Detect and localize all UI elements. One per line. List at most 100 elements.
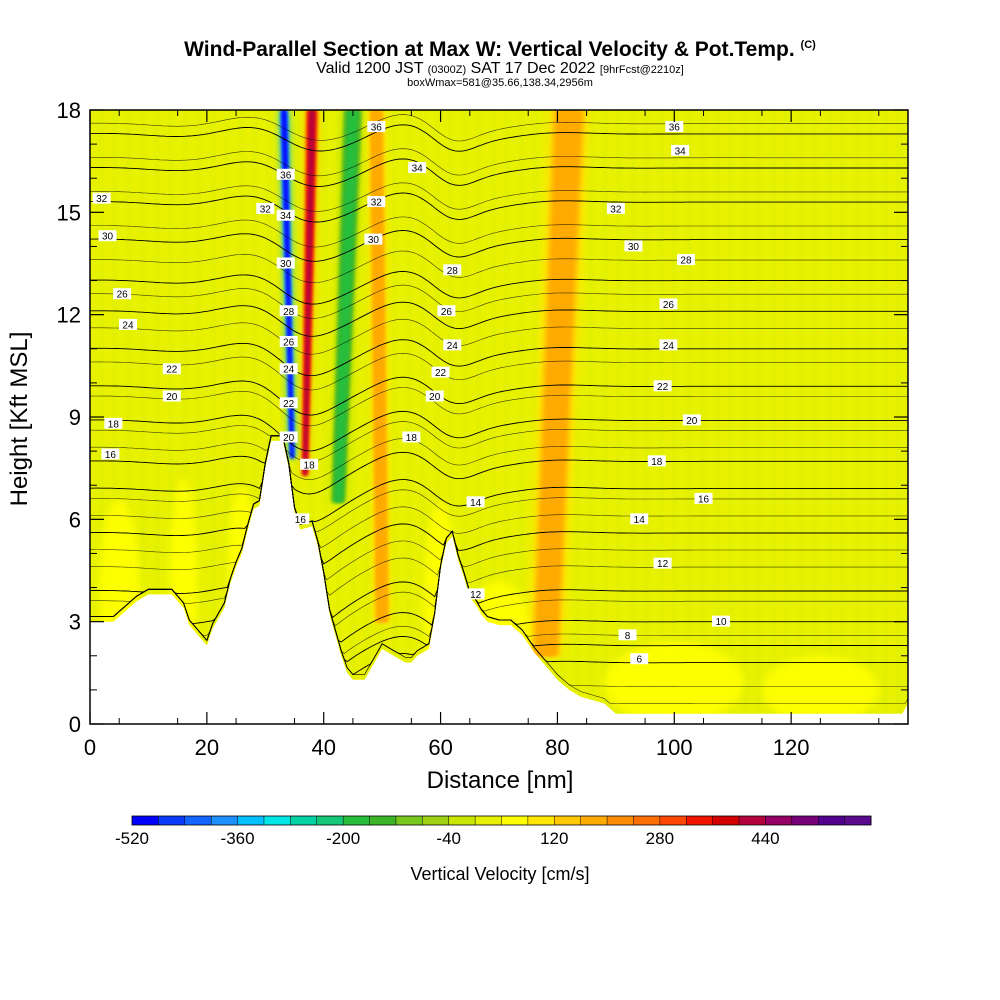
isentrope-label: 28: [443, 264, 462, 277]
svg-text:22: 22: [283, 399, 295, 410]
svg-text:16: 16: [698, 494, 710, 505]
colorbar-swatch: [475, 816, 502, 825]
svg-text:26: 26: [441, 307, 453, 318]
low-level-updraft-pocket: [604, 642, 745, 714]
svg-text:22: 22: [435, 368, 447, 379]
colorbar-swatch: [263, 816, 291, 825]
svg-text:6: 6: [636, 655, 642, 666]
isentrope-label: 24: [279, 363, 298, 376]
colorbar-tick-label: 280: [646, 829, 674, 848]
x-tick-label: 0: [84, 735, 96, 760]
isentrope-label: 12: [466, 588, 485, 601]
isentrope-line: [90, 301, 908, 337]
svg-text:24: 24: [663, 341, 675, 352]
isentrope-label: 20: [162, 390, 181, 403]
svg-text:10: 10: [715, 617, 727, 628]
y-tick-label: 3: [69, 610, 81, 635]
svg-text:32: 32: [260, 204, 272, 215]
isentrope-line: [90, 124, 908, 152]
isentrope-label: 32: [92, 192, 111, 205]
colorbar-swatch: [501, 816, 529, 825]
isentrope-label: 36: [665, 121, 684, 134]
velocity-band: [303, 110, 316, 475]
colorbar-swatch: [791, 816, 819, 825]
isentrope-line-minor: [90, 435, 908, 654]
isentrope-line-minor: [90, 435, 908, 480]
isentrope-line: [90, 376, 908, 416]
isentrope-label: 14: [630, 513, 649, 526]
colorbar-swatch: [739, 816, 766, 825]
valid-time: Valid 1200 JST: [316, 60, 424, 77]
colorbar-swatch: [211, 816, 238, 825]
isentrope-line: [90, 271, 908, 305]
svg-text:28: 28: [680, 256, 692, 267]
isentrope-label: 36: [276, 168, 295, 181]
isentrope-label: 20: [279, 431, 298, 444]
colorbar-swatch: [844, 816, 872, 825]
isentrope-line: [90, 230, 908, 262]
isentrope-label: 36: [367, 121, 386, 134]
isentrope-label: 6: [630, 653, 649, 666]
isentrope-label: 18: [104, 417, 123, 430]
svg-text:36: 36: [669, 123, 681, 134]
svg-text:20: 20: [429, 392, 441, 403]
svg-text:18: 18: [108, 419, 120, 430]
svg-text:30: 30: [102, 232, 114, 243]
svg-text:18: 18: [651, 457, 663, 468]
svg-text:24: 24: [283, 365, 295, 376]
isentrope-line-minor: [90, 352, 908, 391]
svg-text:30: 30: [368, 235, 380, 246]
svg-text:18: 18: [304, 460, 316, 471]
svg-text:32: 32: [610, 204, 622, 215]
svg-text:30: 30: [628, 242, 640, 253]
svg-text:26: 26: [117, 290, 129, 301]
isentrope-line-minor: [90, 216, 908, 248]
colorbar-swatch: [422, 816, 450, 825]
colorbar-swatch: [659, 816, 687, 825]
isentrope-label: 12: [653, 557, 672, 570]
colorbar-swatch: [818, 816, 845, 825]
isentrope-label: 20: [682, 414, 701, 427]
svg-text:14: 14: [634, 515, 646, 526]
svg-text:26: 26: [283, 337, 295, 348]
isentrope-label: 32: [367, 196, 386, 209]
svg-text:20: 20: [686, 416, 698, 427]
isentrope-label: 14: [466, 496, 485, 509]
isentrope-line-minor: [90, 318, 908, 355]
svg-text:34: 34: [675, 146, 687, 157]
colorbar-swatch: [184, 816, 212, 825]
isentrope-label: 22: [653, 380, 672, 393]
svg-text:22: 22: [166, 365, 178, 376]
isentrope-label: 30: [624, 240, 643, 253]
colorbar-tick-label: 440: [751, 829, 779, 848]
isentrope-label: 16: [694, 492, 713, 505]
y-tick-label: 9: [69, 405, 81, 430]
isentrope-line-minor: [90, 435, 908, 596]
isentrope-label: 16: [101, 448, 120, 461]
svg-text:34: 34: [412, 163, 424, 174]
colorbar-tick-label: -520: [115, 829, 149, 848]
svg-text:14: 14: [470, 498, 482, 509]
y-tick-label: 0: [69, 712, 81, 737]
svg-text:26: 26: [663, 300, 675, 311]
isentrope-label: 32: [256, 202, 275, 215]
colorbar-swatch: [686, 816, 714, 825]
x-tick-label: 80: [545, 735, 569, 760]
valid-date: SAT 17 Dec 2022: [470, 60, 596, 77]
x-tick-label: 60: [428, 735, 452, 760]
x-tick-label: 40: [311, 735, 335, 760]
isentrope-label: 22: [279, 397, 298, 410]
colorbar-tick-label: -200: [326, 829, 360, 848]
y-tick-label: 18: [57, 98, 81, 123]
svg-text:16: 16: [105, 450, 117, 461]
svg-text:24: 24: [447, 341, 459, 352]
terrain: [90, 440, 908, 724]
isentrope-label: 32: [606, 202, 625, 215]
svg-text:28: 28: [283, 307, 295, 318]
isentrope-line-minor: [90, 435, 908, 549]
x-axis-label: Distance [nm]: [426, 767, 574, 794]
colorbar-swatch: [633, 816, 661, 825]
colorbar-swatch: [395, 816, 423, 825]
y-tick-label: 12: [57, 303, 81, 328]
